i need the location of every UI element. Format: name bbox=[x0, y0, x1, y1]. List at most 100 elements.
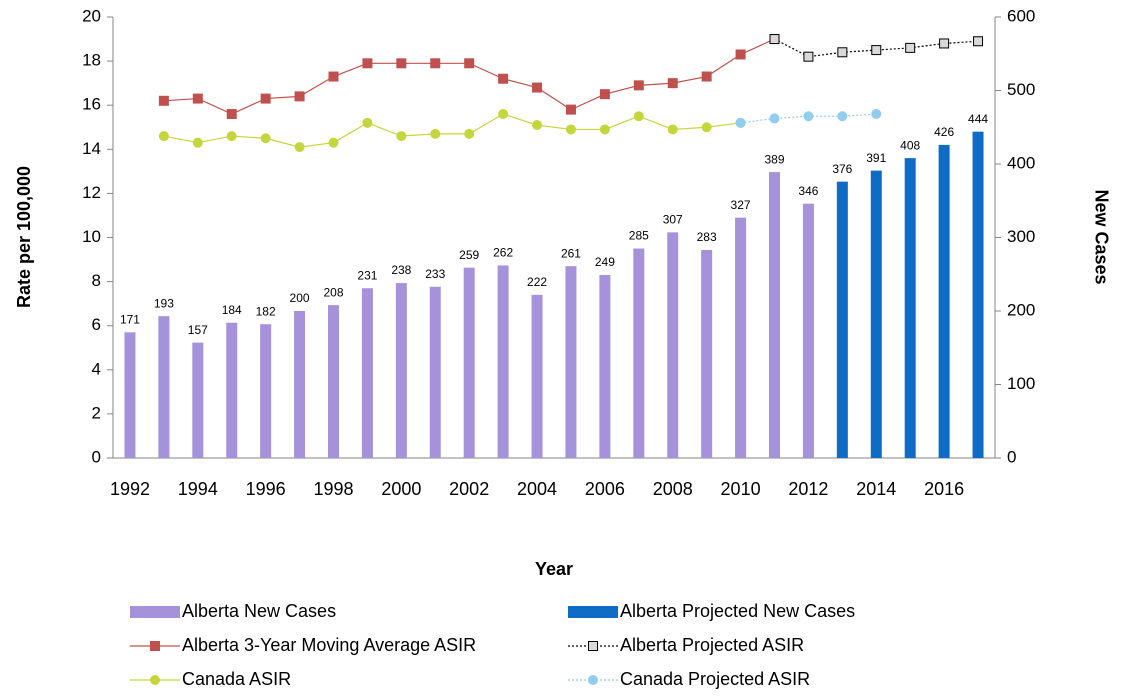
x-tick-label: 2014 bbox=[856, 479, 896, 499]
data-label: 261 bbox=[561, 246, 581, 260]
data-label: 391 bbox=[866, 151, 886, 165]
marker bbox=[803, 111, 814, 122]
bar bbox=[836, 181, 848, 458]
marker bbox=[565, 104, 576, 115]
data-label: 238 bbox=[391, 263, 411, 277]
marker bbox=[260, 133, 271, 144]
legend-label: Canada ASIR bbox=[182, 669, 291, 689]
data-label: 283 bbox=[697, 230, 717, 244]
data-label: 408 bbox=[900, 138, 920, 152]
y-axis-label: Rate per 100,000 bbox=[14, 166, 34, 308]
x-tick-label: 1998 bbox=[313, 479, 353, 499]
x-tick-label: 2016 bbox=[924, 479, 964, 499]
x-tick-label: 2004 bbox=[517, 479, 557, 499]
legend-swatch bbox=[568, 606, 618, 618]
data-label: 200 bbox=[290, 291, 310, 305]
y2-tick-label: 400 bbox=[1007, 153, 1035, 172]
marker bbox=[226, 131, 237, 142]
bar bbox=[328, 305, 339, 458]
marker bbox=[871, 109, 882, 120]
bar bbox=[701, 249, 713, 458]
marker bbox=[362, 58, 373, 69]
line bbox=[163, 38, 775, 115]
bar bbox=[497, 265, 509, 458]
bar bbox=[938, 144, 950, 458]
bar bbox=[904, 158, 916, 458]
marker bbox=[667, 78, 678, 89]
legend-marker bbox=[588, 641, 598, 651]
y2-tick-label: 100 bbox=[1007, 374, 1035, 393]
data-label: 171 bbox=[120, 312, 140, 326]
marker bbox=[532, 82, 543, 93]
x-tick-label: 1996 bbox=[246, 479, 286, 499]
marker bbox=[294, 91, 305, 102]
data-label: 346 bbox=[798, 184, 818, 198]
y2-tick-label: 500 bbox=[1007, 80, 1035, 99]
y-tick-label: 4 bbox=[92, 359, 101, 378]
marker bbox=[294, 142, 305, 153]
y-tick-label: 8 bbox=[92, 271, 101, 290]
legend-marker bbox=[588, 675, 598, 685]
y-tick-label: 20 bbox=[82, 6, 101, 25]
marker bbox=[396, 131, 407, 142]
data-label: 231 bbox=[357, 268, 377, 282]
bar bbox=[769, 172, 780, 458]
data-label: 193 bbox=[154, 296, 174, 310]
legend-label: Canada Projected ASIR bbox=[620, 669, 810, 689]
marker bbox=[667, 124, 678, 135]
x-tick-label: 2012 bbox=[788, 479, 828, 499]
legend-label: Alberta Projected New Cases bbox=[620, 601, 855, 621]
marker bbox=[430, 128, 441, 139]
bar bbox=[633, 248, 645, 458]
bar bbox=[429, 286, 441, 458]
marker bbox=[701, 71, 712, 82]
marker bbox=[905, 42, 916, 53]
marker bbox=[837, 111, 848, 122]
data-label: 157 bbox=[188, 323, 208, 337]
y-tick-label: 16 bbox=[82, 95, 101, 114]
marker bbox=[158, 131, 169, 142]
data-label: 249 bbox=[595, 255, 615, 269]
data-label: 389 bbox=[764, 152, 784, 166]
bar bbox=[361, 288, 373, 458]
bar bbox=[226, 322, 238, 458]
bar bbox=[972, 131, 984, 458]
marker bbox=[939, 38, 950, 49]
marker bbox=[430, 58, 441, 69]
data-label: 376 bbox=[832, 162, 852, 176]
x-tick-label: 1994 bbox=[178, 479, 218, 499]
x-tick-label: 2006 bbox=[585, 479, 625, 499]
marker bbox=[735, 117, 746, 128]
marker bbox=[599, 124, 610, 135]
marker bbox=[192, 93, 203, 104]
data-label: 307 bbox=[663, 213, 683, 227]
line bbox=[163, 113, 741, 148]
y-tick-label: 6 bbox=[92, 315, 101, 334]
bar bbox=[158, 316, 170, 458]
y2-tick-label: 200 bbox=[1007, 300, 1035, 319]
marker bbox=[498, 109, 509, 120]
y2-tick-label: 600 bbox=[1007, 6, 1035, 25]
y-tick-label: 0 bbox=[92, 447, 101, 466]
marker bbox=[498, 73, 509, 84]
y-tick-label: 14 bbox=[82, 139, 101, 158]
y-tick-label: 2 bbox=[92, 403, 101, 422]
legend-label: Alberta Projected ASIR bbox=[620, 635, 804, 655]
marker bbox=[973, 36, 984, 47]
marker bbox=[599, 89, 610, 100]
marker bbox=[260, 93, 271, 104]
data-label: 222 bbox=[527, 275, 547, 289]
legend-label: Alberta 3-Year Moving Average ASIR bbox=[182, 635, 476, 655]
x-tick-label: 2002 bbox=[449, 479, 489, 499]
marker bbox=[871, 45, 882, 56]
y2-tick-label: 300 bbox=[1007, 227, 1035, 246]
bar bbox=[124, 332, 136, 458]
data-label: 444 bbox=[968, 112, 988, 126]
marker bbox=[328, 71, 339, 82]
bar bbox=[294, 311, 306, 458]
x-axis-label: Year bbox=[535, 559, 573, 579]
legend-marker bbox=[150, 641, 160, 651]
marker bbox=[192, 137, 203, 148]
data-label: 259 bbox=[459, 248, 479, 262]
marker bbox=[803, 51, 814, 62]
